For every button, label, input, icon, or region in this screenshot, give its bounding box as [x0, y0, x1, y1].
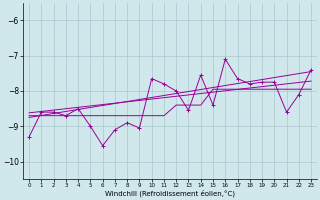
X-axis label: Windchill (Refroidissement éolien,°C): Windchill (Refroidissement éolien,°C)	[105, 190, 235, 197]
